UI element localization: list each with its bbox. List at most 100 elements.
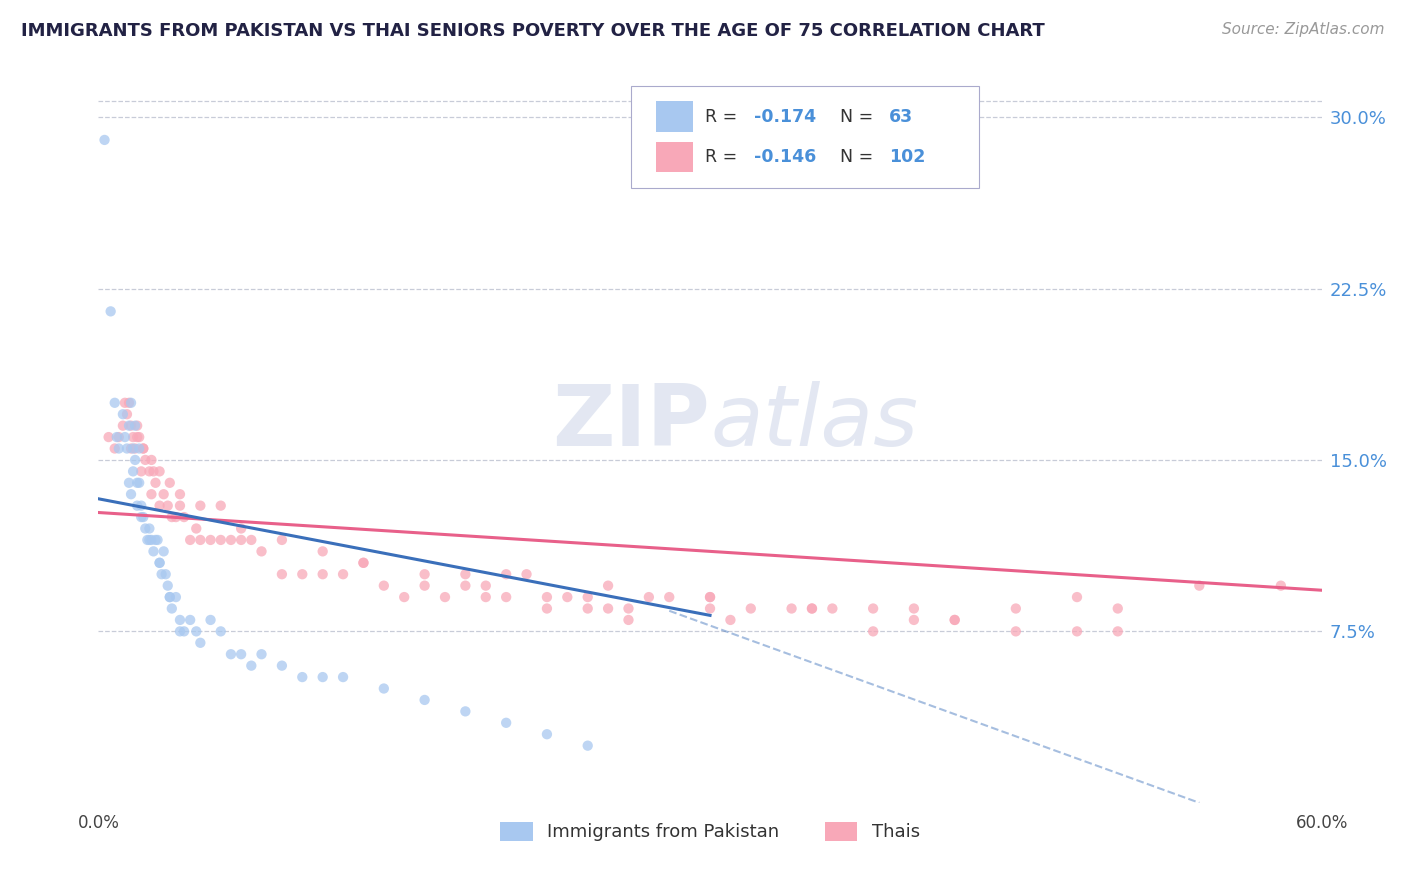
Point <box>169 613 191 627</box>
Point <box>127 475 149 490</box>
Point <box>699 590 721 604</box>
Point <box>352 556 374 570</box>
Legend: Immigrants from Pakistan, Thais: Immigrants from Pakistan, Thais <box>494 814 927 848</box>
Point <box>149 556 172 570</box>
Point <box>120 418 142 433</box>
Point <box>108 442 131 456</box>
Point <box>124 418 146 433</box>
Point <box>132 442 155 456</box>
Point <box>127 418 149 433</box>
Point <box>120 442 142 456</box>
Point <box>141 533 163 547</box>
Point <box>186 521 208 535</box>
Point <box>160 601 183 615</box>
Point <box>373 579 395 593</box>
Point <box>454 705 477 719</box>
Point <box>1066 590 1088 604</box>
Point <box>1004 624 1026 639</box>
Point <box>1066 624 1088 639</box>
Point <box>165 590 187 604</box>
Point <box>150 567 173 582</box>
Text: N =: N = <box>839 108 879 126</box>
Point <box>413 579 436 593</box>
Point <box>312 544 335 558</box>
Point <box>146 533 169 547</box>
Text: 63: 63 <box>889 108 912 126</box>
Point <box>120 487 142 501</box>
Point <box>155 567 177 582</box>
Point <box>115 442 138 456</box>
Point <box>159 590 181 604</box>
Point <box>149 499 172 513</box>
Point <box>474 590 498 604</box>
Point <box>576 739 599 753</box>
Point <box>132 510 155 524</box>
Point <box>617 613 640 627</box>
Text: R =: R = <box>706 148 742 166</box>
Point <box>111 407 134 421</box>
Point <box>801 601 824 615</box>
Point <box>115 407 138 421</box>
Point <box>138 521 160 535</box>
Point <box>699 601 721 615</box>
Point <box>128 475 150 490</box>
Point <box>373 681 395 696</box>
Point <box>270 567 294 582</box>
Point <box>312 670 335 684</box>
Point <box>219 533 242 547</box>
Text: -0.146: -0.146 <box>754 148 817 166</box>
Point <box>332 670 354 684</box>
Point <box>1270 579 1292 593</box>
Point <box>231 533 253 547</box>
Point <box>149 556 172 570</box>
Point <box>100 304 122 318</box>
Point <box>740 601 762 615</box>
Point <box>219 647 242 661</box>
Point <box>1188 579 1211 593</box>
Point <box>118 418 141 433</box>
Point <box>97 430 120 444</box>
Point <box>240 533 263 547</box>
Point <box>943 613 966 627</box>
Point <box>1107 601 1129 615</box>
Point <box>821 601 844 615</box>
Point <box>104 442 127 456</box>
Point <box>270 533 294 547</box>
Point <box>240 658 263 673</box>
Point <box>536 590 558 604</box>
Point <box>555 590 579 604</box>
Point <box>169 487 191 501</box>
Point <box>127 499 149 513</box>
Point <box>114 430 136 444</box>
Point <box>145 475 167 490</box>
Point <box>114 396 136 410</box>
Point <box>169 624 191 639</box>
Text: -0.174: -0.174 <box>754 108 817 126</box>
Point <box>312 567 335 582</box>
Point <box>291 670 314 684</box>
Point <box>142 464 165 478</box>
Point <box>160 510 183 524</box>
Point <box>156 579 179 593</box>
Point <box>124 453 146 467</box>
Point <box>536 727 558 741</box>
Point <box>862 601 884 615</box>
Bar <box>657 102 693 132</box>
Point <box>136 533 159 547</box>
Point <box>718 613 742 627</box>
Point <box>173 510 195 524</box>
Point <box>516 567 538 582</box>
Point <box>129 464 152 478</box>
Point <box>145 533 167 547</box>
Point <box>179 613 201 627</box>
Point <box>118 396 141 410</box>
Point <box>903 601 925 615</box>
Text: IMMIGRANTS FROM PAKISTAN VS THAI SENIORS POVERTY OVER THE AGE OF 75 CORRELATION : IMMIGRANTS FROM PAKISTAN VS THAI SENIORS… <box>21 22 1045 40</box>
Text: ZIP: ZIP <box>553 381 710 464</box>
Point <box>332 567 354 582</box>
Text: Source: ZipAtlas.com: Source: ZipAtlas.com <box>1222 22 1385 37</box>
Point <box>943 613 966 627</box>
Point <box>188 636 212 650</box>
Point <box>179 533 201 547</box>
Point <box>598 579 620 593</box>
